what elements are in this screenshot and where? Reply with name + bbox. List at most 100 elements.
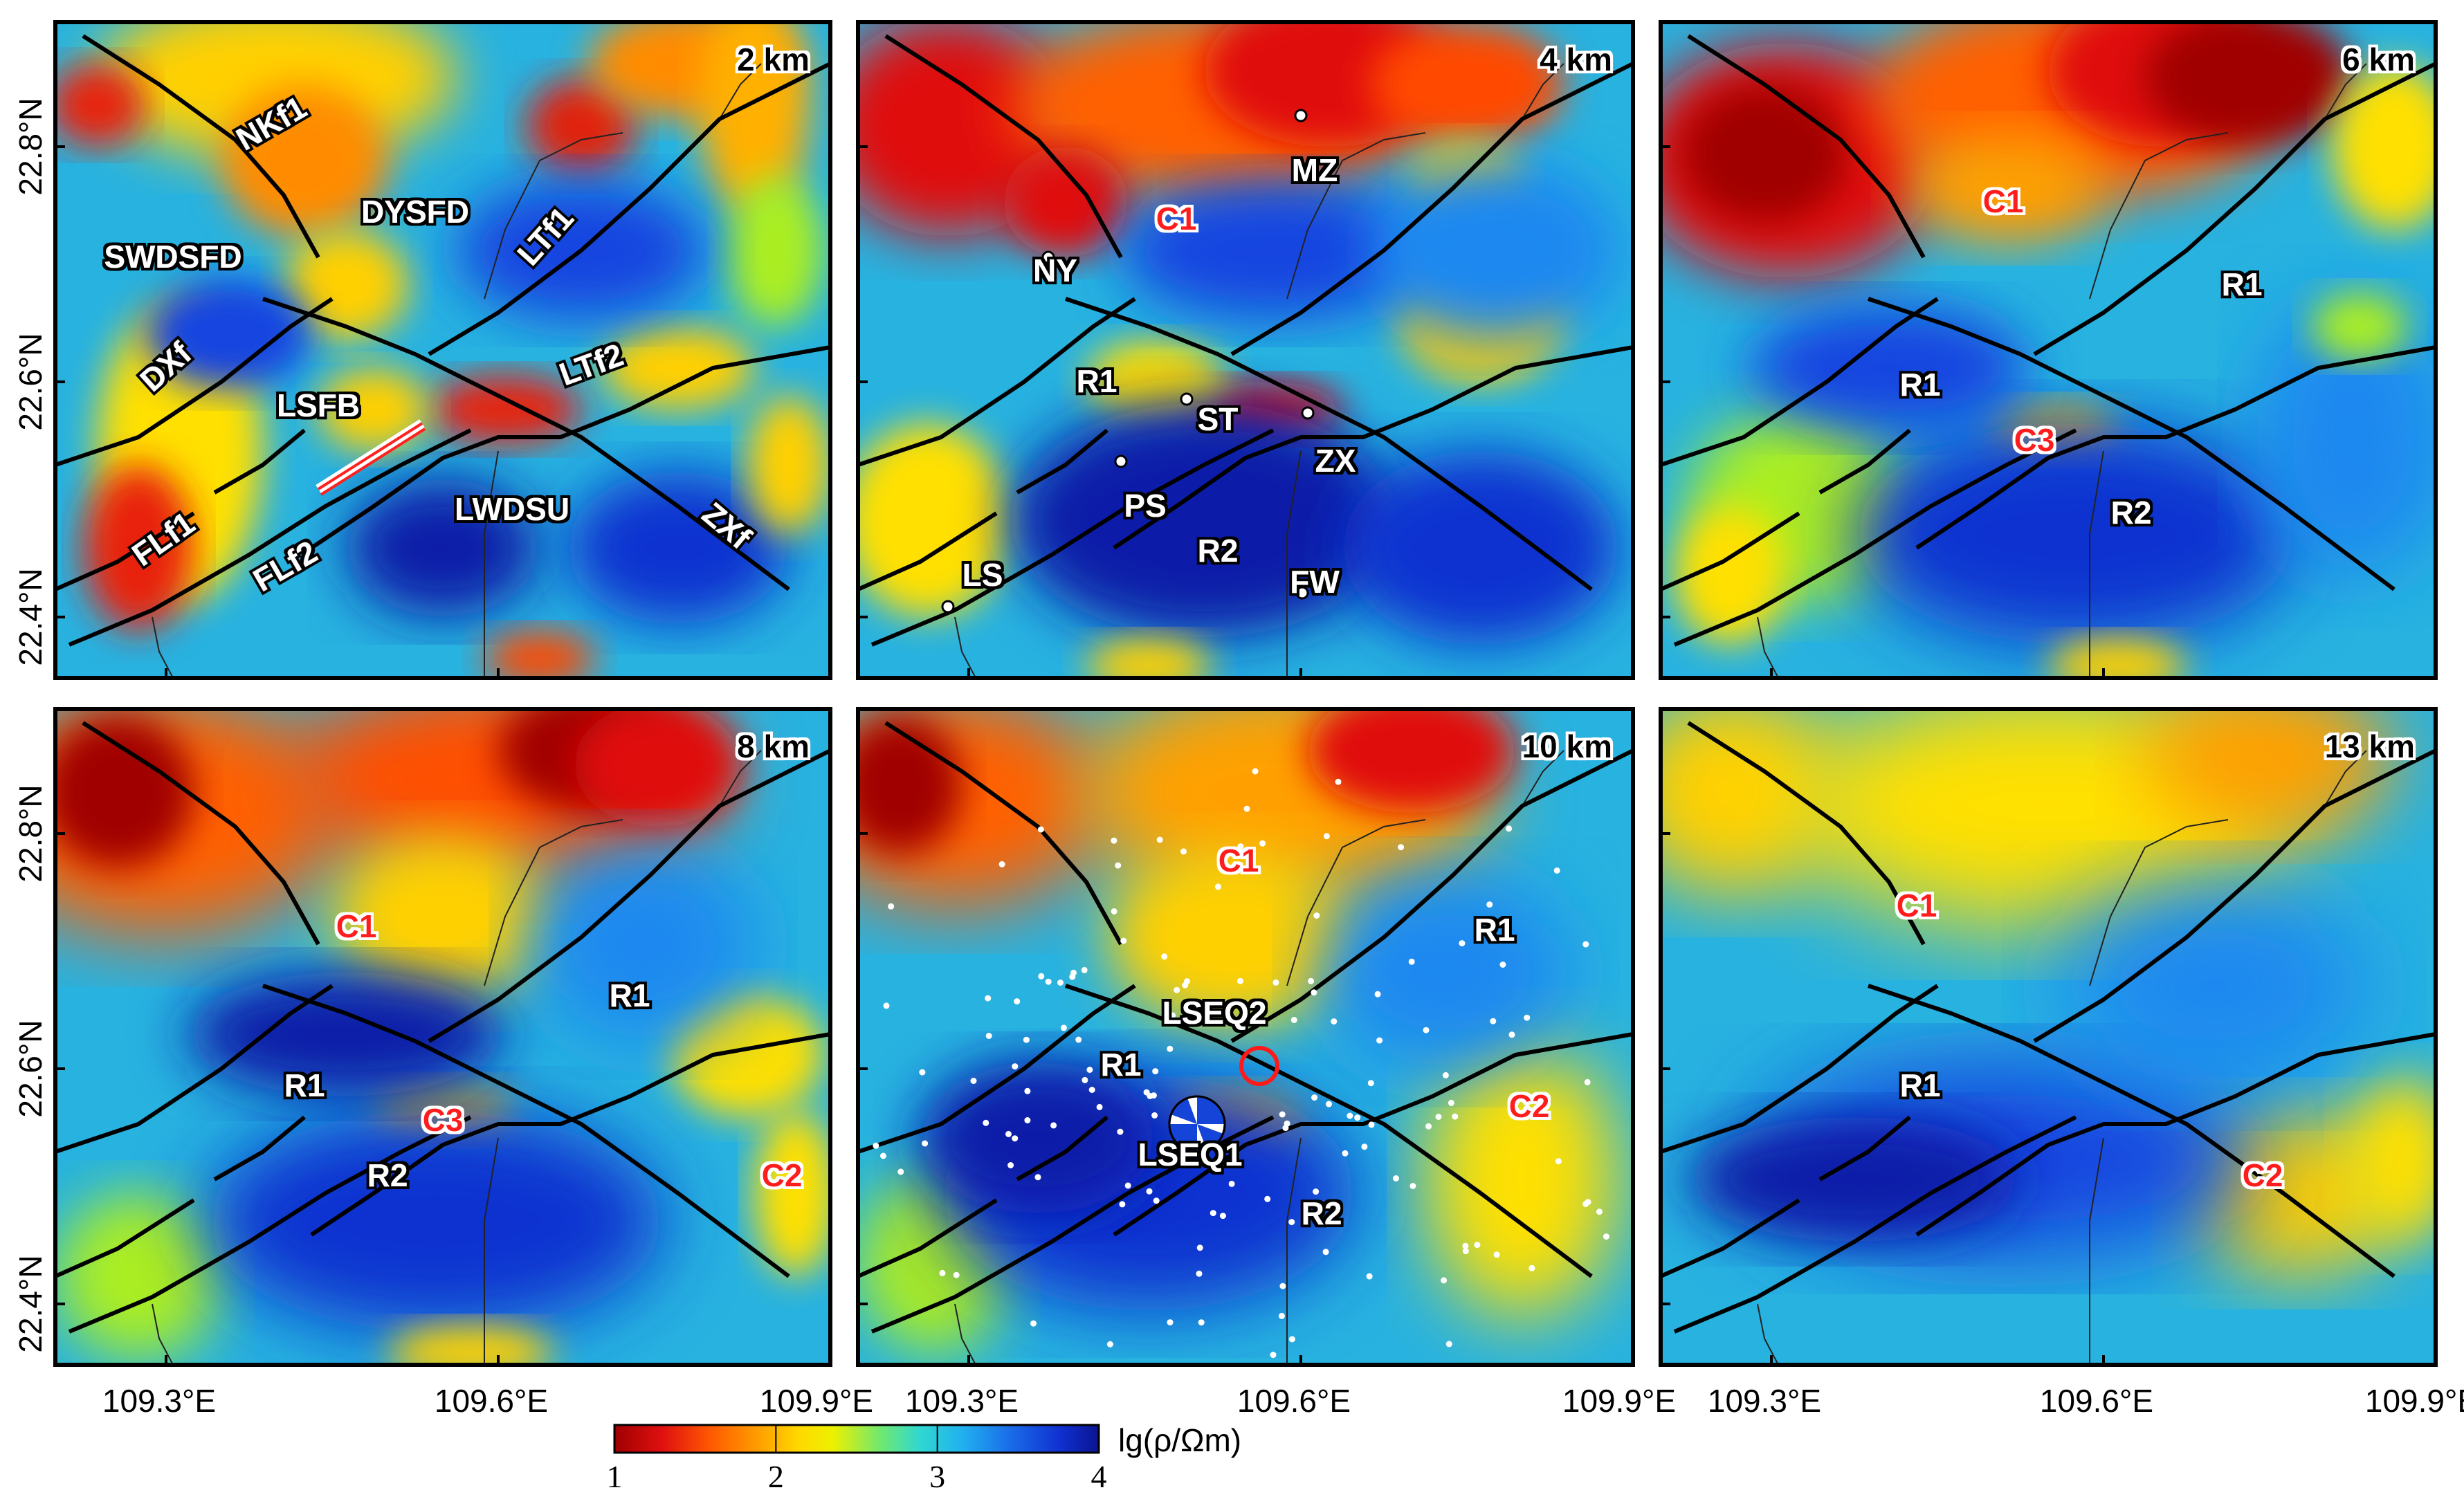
minor-fault-line	[484, 450, 499, 678]
fault-line	[870, 428, 1275, 647]
minor-fault-line	[2089, 450, 2104, 678]
panel-3: 6 km C1 R1 R1 C3 R2	[1659, 20, 2438, 680]
x-tick-label: 109.9°E	[2365, 1383, 2464, 1419]
map-label-dysfd: DYSFD	[361, 194, 469, 230]
seismic-event	[1555, 1158, 1562, 1165]
seismic-event	[953, 1271, 960, 1278]
resistivity-anomaly	[208, 1110, 664, 1332]
seismic-event	[1106, 1341, 1113, 1348]
map-label-c3: C3	[423, 1102, 464, 1138]
seismic-event	[1596, 1208, 1603, 1215]
seismic-event	[1024, 1117, 1031, 1123]
map-label-lsfb: LSFB	[277, 387, 360, 423]
resistivity-anomaly	[526, 77, 637, 174]
seismic-event	[1322, 1249, 1329, 1256]
seismic-event	[1155, 1160, 1162, 1167]
map-label-r1: R1	[1900, 1067, 1941, 1103]
map-label-c1: C1	[1983, 183, 2024, 219]
seismic-event	[985, 995, 992, 1002]
map-label-ps: PS	[1124, 488, 1166, 524]
panel-frame	[53, 20, 832, 680]
resistivity-anomaly	[1308, 709, 1515, 813]
seismic-event	[1290, 1017, 1297, 1023]
minor-fault-line	[152, 1303, 174, 1365]
seismic-event	[1448, 1099, 1454, 1106]
fault-line	[1661, 297, 1939, 467]
fault-line	[1113, 1032, 1633, 1237]
resistivity-anomaly	[574, 709, 740, 827]
fault-line	[55, 511, 195, 591]
minor-fault-line	[954, 1303, 976, 1365]
resistivity-anomaly	[747, 396, 830, 534]
seismic-event	[1445, 1341, 1452, 1348]
seismic-event	[1012, 1135, 1019, 1142]
seismic-event	[1331, 1018, 1338, 1025]
seismic-event	[1169, 1012, 1176, 1019]
seismic-event	[1005, 1130, 1012, 1137]
resistivity-anomaly	[55, 64, 145, 147]
seismic-event	[1347, 1112, 1353, 1119]
seismic-event	[1219, 1213, 1226, 1220]
seismic-event	[1311, 1094, 1318, 1101]
fault-line	[1818, 1115, 1911, 1181]
map-label-zx: ZX	[1315, 443, 1356, 479]
seismic-event	[1425, 1123, 1432, 1130]
fault-line	[213, 1115, 306, 1181]
x-tick-label: 109.6°E	[2040, 1383, 2153, 1419]
resistivity-anomaly	[1342, 451, 1619, 645]
fault-line	[262, 297, 790, 591]
seismic-event	[1459, 940, 1466, 947]
seismic-event	[1180, 848, 1187, 855]
seismic-event	[970, 1078, 977, 1084]
resistivity-anomaly	[221, 84, 387, 237]
seismic-event	[1167, 1045, 1174, 1052]
fault-line	[1915, 345, 2436, 550]
minor-fault-line	[1286, 450, 1302, 678]
resistivity-anomaly	[1003, 147, 1128, 257]
resistivity-anomaly	[533, 847, 754, 1041]
seismic-event	[1366, 1273, 1373, 1280]
resistivity-anomaly	[2346, 1076, 2436, 1242]
rupture-trace	[317, 422, 423, 490]
resistivity-anomaly	[567, 472, 789, 624]
fault-line	[1673, 428, 2077, 647]
x-tick-label: 109.6°E	[1237, 1383, 1351, 1419]
depth-label: 8 km	[737, 728, 810, 764]
fault-line	[884, 34, 1123, 259]
seismic-event	[1111, 908, 1117, 914]
fault-line	[1661, 1198, 1800, 1278]
seismic-event	[1187, 1151, 1194, 1158]
fault-line	[428, 62, 830, 356]
seismic-event	[1368, 1121, 1375, 1128]
minor-fault-line	[2089, 819, 2229, 986]
fault-line	[1661, 984, 1939, 1154]
colorbar-tick-label: 4	[1091, 1459, 1107, 1494]
x-tick-label: 109.9°E	[1562, 1383, 1676, 1419]
fault-line	[858, 511, 998, 591]
focal-mechanism-beachball	[1168, 1095, 1226, 1153]
seismic-event	[1153, 1197, 1160, 1204]
minor-fault-line	[719, 750, 762, 807]
minor-fault-line	[1286, 132, 1426, 300]
seismic-event	[1313, 1188, 1320, 1195]
minor-fault-line	[484, 132, 623, 300]
seismic-event	[919, 1069, 926, 1076]
minor-fault-line	[2324, 750, 2367, 807]
seismic-event	[1279, 1282, 1286, 1289]
colorbar-label: lg(ρ/Ωm)	[1118, 1422, 1241, 1458]
seismic-event	[1311, 989, 1317, 996]
y-tick-label: 22.4°N	[12, 1255, 48, 1352]
x-tick-label: 109.3°E	[905, 1383, 1019, 1419]
map-label-c1: C1	[336, 908, 377, 944]
seismic-event	[1147, 1093, 1153, 1099]
seismic-event	[1504, 937, 1511, 944]
seismic-event	[1308, 977, 1315, 984]
fault-line	[1065, 297, 1593, 591]
fault-line	[1065, 984, 1593, 1278]
minor-fault-line	[719, 63, 762, 120]
seismic-event	[1361, 1143, 1368, 1150]
minor-fault-line	[484, 1137, 499, 1365]
resistivity-anomaly	[2062, 882, 2366, 1089]
y-tick-label: 22.6°N	[12, 333, 48, 430]
